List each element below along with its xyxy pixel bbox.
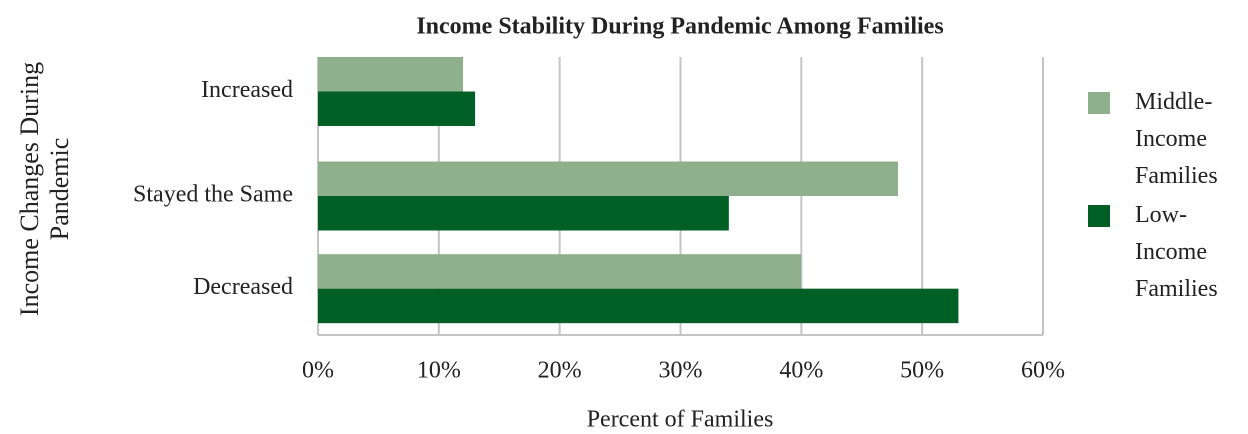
chart-title: Income Stability During Pandemic Among F… <box>416 14 943 40</box>
y-tick-label: Decreased <box>193 274 293 300</box>
legend-swatch <box>1088 205 1110 227</box>
y-axis-label: Income Changes During Pandemic <box>15 61 74 317</box>
x-tick-label: 0% <box>302 358 334 384</box>
x-axis-label: Percent of Families <box>587 407 774 433</box>
legend-label: Middle-Income Families <box>1135 89 1218 189</box>
y-tick-label: Stayed the Same <box>133 182 293 208</box>
y-tick-label: Increased <box>201 77 293 103</box>
bar <box>318 91 476 126</box>
bar <box>318 288 959 324</box>
x-tick-label: 40% <box>779 358 823 384</box>
x-tick-label: 60% <box>1021 358 1065 384</box>
bar <box>318 161 898 196</box>
bar <box>318 196 729 231</box>
bar <box>318 254 802 289</box>
bar <box>318 57 463 92</box>
x-tick-label: 20% <box>538 358 582 384</box>
x-tick-label: 30% <box>659 358 703 384</box>
legend-swatch <box>1088 92 1110 114</box>
x-tick-label: 50% <box>900 358 944 384</box>
x-tick-label: 10% <box>417 358 461 384</box>
legend-label: Low-Income Families <box>1135 202 1218 302</box>
